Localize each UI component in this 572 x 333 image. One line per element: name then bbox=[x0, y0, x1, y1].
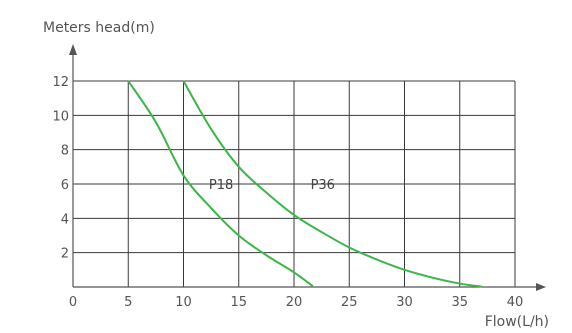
y-axis-label: Meters head(m) bbox=[43, 20, 155, 36]
series-label: P36 bbox=[311, 178, 335, 193]
series-line-p18 bbox=[127, 80, 314, 287]
y-tick-label: 6 bbox=[61, 178, 69, 193]
x-tick-label: 35 bbox=[451, 295, 468, 310]
y-axis-arrow-icon bbox=[69, 44, 77, 55]
x-tick-label: 30 bbox=[396, 295, 413, 310]
y-tick-label: 4 bbox=[61, 212, 69, 227]
y-tick-label: 2 bbox=[61, 247, 69, 262]
x-tick-label: 25 bbox=[341, 295, 358, 310]
y-tick-label: 10 bbox=[52, 109, 69, 124]
x-tick-label: 10 bbox=[175, 295, 192, 310]
x-tick-label: 15 bbox=[230, 295, 247, 310]
x-tick-label: 40 bbox=[507, 295, 524, 310]
x-tick-label: 20 bbox=[286, 295, 303, 310]
x-axis-label: Flow(L/h) bbox=[485, 314, 549, 329]
y-tick-label: 8 bbox=[61, 144, 69, 159]
series-line-p36 bbox=[182, 80, 482, 288]
x-tick-label: 5 bbox=[124, 295, 132, 310]
y-tick-label: 12 bbox=[52, 75, 69, 90]
series-label: P18 bbox=[209, 178, 233, 193]
x-axis-arrow-icon bbox=[536, 283, 546, 291]
x-tick-label: 0 bbox=[69, 295, 77, 310]
